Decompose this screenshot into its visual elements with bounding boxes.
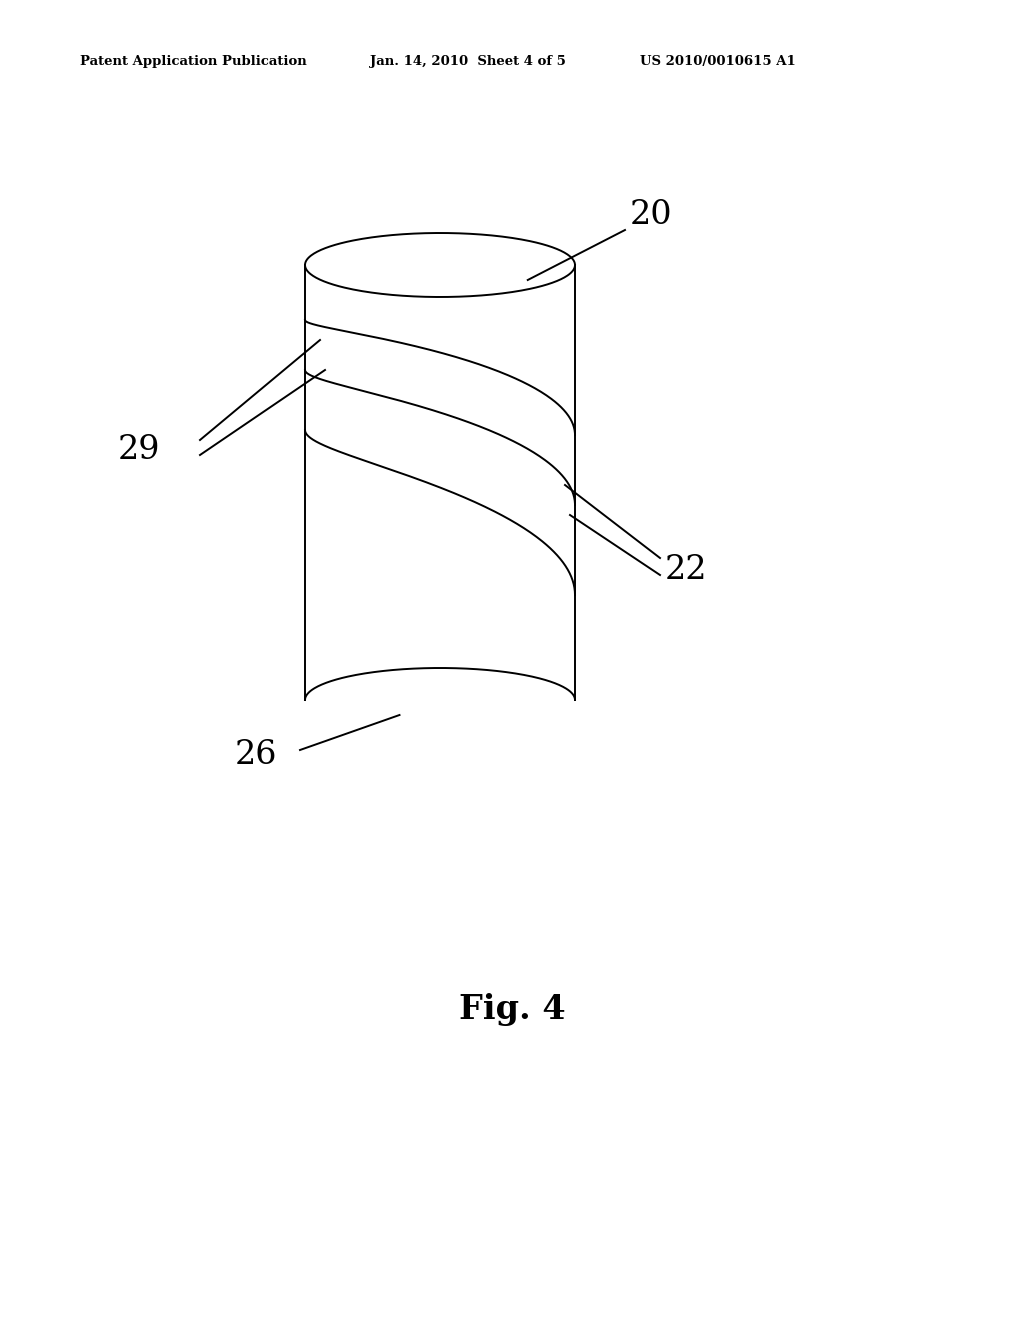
Text: 20: 20 <box>630 199 673 231</box>
Text: Jan. 14, 2010  Sheet 4 of 5: Jan. 14, 2010 Sheet 4 of 5 <box>370 55 566 69</box>
Text: Fig. 4: Fig. 4 <box>459 994 565 1027</box>
Text: Patent Application Publication: Patent Application Publication <box>80 55 307 69</box>
Text: 26: 26 <box>234 739 278 771</box>
Text: 22: 22 <box>665 554 708 586</box>
Text: US 2010/0010615 A1: US 2010/0010615 A1 <box>640 55 796 69</box>
Text: 29: 29 <box>118 434 161 466</box>
